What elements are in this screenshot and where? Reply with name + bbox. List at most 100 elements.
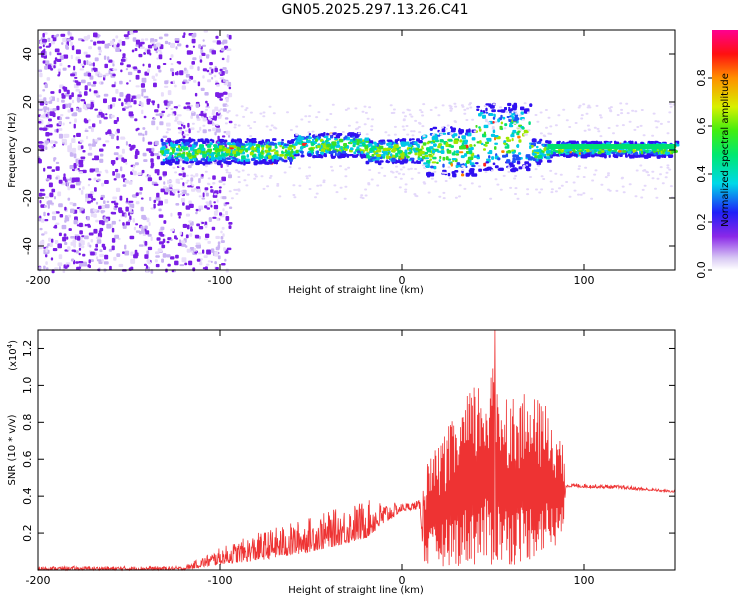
spectrogram-noise-cell	[205, 100, 208, 104]
spectrogram-signal-cell	[445, 143, 449, 147]
spectrogram-noise-cell	[223, 247, 226, 252]
spectrogram-signal-cell	[336, 133, 341, 137]
spectrogram-signal-cell	[507, 102, 512, 106]
spectrogram-signal-cell	[283, 159, 288, 163]
spectrogram-signal-cell	[446, 150, 452, 154]
spectrogram-xtick-label: -200	[26, 274, 51, 287]
spectrogram-signal-cell	[229, 153, 234, 157]
spectrogram-noise-cell	[38, 46, 42, 49]
spectrogram-signal-cell	[623, 140, 627, 143]
spectrogram-signal-cell	[500, 114, 503, 119]
spectrogram-halo-cell	[518, 114, 522, 117]
spectrogram-halo-cell	[549, 169, 553, 172]
spectrogram-noise-cell	[43, 48, 46, 54]
spectrogram-signal-cell	[350, 147, 354, 151]
spectrogram-signal-cell	[400, 141, 406, 145]
spectrogram-signal-cell	[225, 150, 231, 154]
spectrogram-noise-cell	[144, 130, 148, 136]
spectrogram-noise-cell	[82, 150, 86, 153]
spectrogram-noise-cell	[77, 94, 82, 98]
spectrogram-noise-cell	[228, 225, 232, 229]
spectrogram-signal-cell	[492, 162, 496, 166]
spectrogram-signal-cell	[333, 143, 337, 146]
spectrogram-noise-cell	[71, 45, 75, 51]
spectrogram-noise-cell	[175, 116, 179, 121]
spectrogram-halo-cell	[583, 129, 587, 132]
spectrogram-noise-cell	[226, 130, 231, 136]
spectrogram-halo-cell	[254, 175, 258, 178]
spectrogram-signal-cell	[528, 121, 531, 125]
spectrogram-halo-cell	[186, 179, 190, 182]
spectrogram-halo-cell	[329, 113, 333, 115]
spectrogram-noise-cell	[125, 95, 131, 100]
spectrogram-signal-cell	[188, 150, 191, 153]
spectrogram-signal-cell	[532, 153, 536, 156]
spectrogram-signal-cell	[201, 148, 205, 152]
spectrogram-noise-cell	[222, 91, 228, 95]
spectrogram-noise-cell	[68, 103, 72, 108]
spectrogram-halo-cell	[634, 110, 638, 113]
spectrogram-noise-cell	[185, 234, 189, 239]
spectrogram-noise-cell	[212, 123, 216, 126]
spectrogram-signal-cell	[506, 150, 512, 154]
spectrogram-noise-cell	[50, 91, 55, 94]
spectrogram-halo-cell	[414, 119, 418, 122]
spectrogram-noise-cell	[144, 254, 149, 259]
spectrogram-noise-cell	[93, 32, 98, 38]
spectrogram-noise-cell	[163, 181, 166, 185]
spectrogram-noise-cell	[125, 68, 129, 71]
spectrogram-noise-cell	[179, 70, 184, 76]
spectrogram-noise-cell	[147, 246, 153, 251]
spectrogram-noise-cell	[84, 85, 88, 91]
spectrogram-halo-cell	[466, 107, 470, 110]
spectrogram-halo-cell	[370, 178, 374, 181]
spectrogram-noise-cell	[38, 108, 43, 111]
spectrogram-signal-cell	[216, 148, 220, 151]
spectrogram-halo-cell	[333, 184, 337, 187]
spectrogram-halo-cell	[413, 193, 417, 196]
spectrogram-signal-cell	[252, 155, 256, 158]
spectrogram-signal-cell	[210, 161, 213, 164]
spectrogram-halo-cell	[429, 109, 433, 111]
spectrogram-noise-cell	[129, 207, 132, 212]
spectrogram-halo-cell	[463, 108, 467, 111]
spectrogram-noise-cell	[210, 260, 213, 263]
spectrogram-noise-cell	[194, 251, 198, 254]
spectrogram-signal-cell	[255, 144, 261, 148]
spectrogram-noise-cell	[68, 94, 72, 100]
spectrogram-noise-cell	[38, 121, 42, 124]
spectrogram-signal-cell	[199, 144, 204, 148]
spectrogram-noise-cell	[174, 235, 177, 240]
spectrogram-signal-cell	[278, 157, 283, 161]
spectrogram-signal-cell	[185, 141, 190, 146]
spectrogram-noise-cell	[132, 37, 137, 42]
spectrogram-signal-cell	[274, 151, 279, 155]
spectrogram-noise-cell	[83, 36, 89, 41]
spectrogram-noise-cell	[187, 165, 192, 169]
spectrogram-halo-cell	[514, 110, 518, 113]
spectrogram-halo-cell	[651, 134, 655, 137]
spectrogram-halo-cell	[180, 190, 184, 193]
spectrogram-noise-cell	[45, 178, 50, 181]
spectrogram-noise-cell	[42, 60, 47, 64]
spectrogram-noise-cell	[67, 145, 72, 150]
spectrogram-noise-cell	[133, 254, 138, 259]
spectrogram-noise-cell	[183, 32, 186, 36]
spectrogram-noise-cell	[146, 148, 151, 152]
spectrogram-signal-cell	[452, 159, 455, 162]
spectrogram-halo-cell	[200, 116, 204, 119]
spectrogram-signal-cell	[653, 150, 656, 154]
spectrogram-halo-cell	[308, 115, 311, 118]
spectrogram-halo-cell	[423, 166, 427, 169]
spectrogram-noise-cell	[124, 106, 129, 109]
spectrogram-signal-cell	[432, 126, 438, 130]
spectrogram-signal-cell	[373, 141, 377, 145]
spectrogram-signal-cell	[502, 154, 507, 158]
spectrogram-noise-cell	[63, 233, 67, 237]
spectrogram-halo-cell	[449, 132, 453, 135]
spectrogram-noise-cell	[62, 268, 66, 274]
spectrogram-signal-cell	[193, 141, 198, 145]
spectrogram-signal-cell	[448, 139, 453, 142]
spectrogram-signal-cell	[395, 152, 399, 157]
spectrogram-noise-cell	[202, 129, 207, 134]
